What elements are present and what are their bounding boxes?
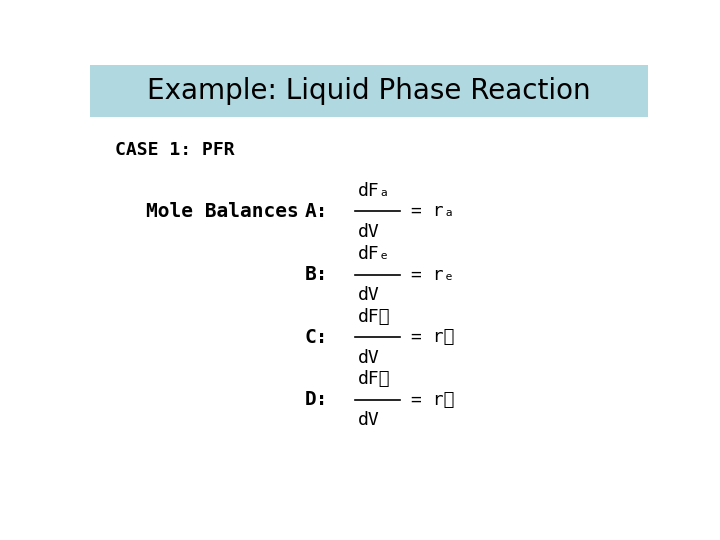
Text: dV: dV [358,411,379,429]
Text: = rₐ: = rₐ [411,202,454,220]
Text: C:: C: [305,328,328,347]
Text: dV: dV [358,349,379,367]
Text: dFᴅ: dFᴅ [358,370,390,388]
Text: = rᴅ: = rᴅ [411,390,454,409]
Text: B:: B: [305,265,328,284]
Text: dV: dV [358,223,379,241]
Text: Example: Liquid Phase Reaction: Example: Liquid Phase Reaction [147,77,591,105]
Text: dFₐ: dFₐ [358,181,390,199]
FancyBboxPatch shape [90,65,648,117]
Text: = rₑ: = rₑ [411,266,454,284]
Text: A:: A: [305,201,328,221]
Text: dV: dV [358,286,379,305]
Text: dFₑ: dFₑ [358,245,390,263]
Text: dFᴄ: dFᴄ [358,307,390,326]
Text: CASE 1: PFR: CASE 1: PFR [115,141,235,159]
Text: Mole Balances: Mole Balances [145,201,299,221]
Text: = rᴄ: = rᴄ [411,328,454,346]
Text: D:: D: [305,390,328,409]
